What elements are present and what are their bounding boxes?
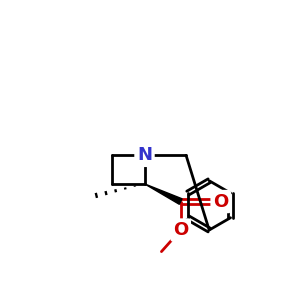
Text: N: N — [137, 146, 152, 164]
Polygon shape — [145, 184, 182, 204]
Text: O: O — [213, 193, 228, 211]
Text: O: O — [173, 221, 188, 239]
